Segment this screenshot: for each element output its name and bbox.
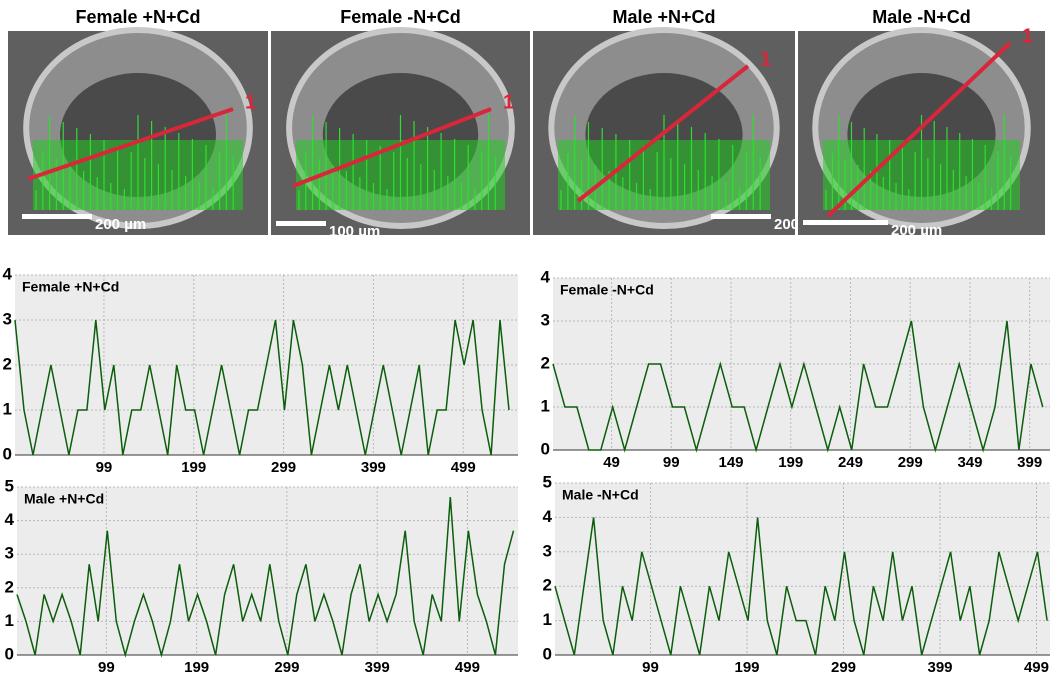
x-tick-label: 399 [1017, 454, 1042, 471]
scan-marker: 1 [760, 48, 771, 70]
image-title: Female +N+Cd [75, 7, 200, 27]
y-tick-label: 4 [3, 264, 13, 283]
y-tick-label: 0 [541, 439, 550, 458]
x-tick-label: 299 [274, 659, 299, 676]
y-tick-label: 4 [543, 507, 553, 526]
y-tick-label: 2 [543, 576, 552, 595]
y-tick-label: 3 [543, 541, 552, 560]
x-tick-label: 349 [957, 454, 982, 471]
image-title: Male +N+Cd [612, 7, 715, 27]
x-tick-label: 499 [451, 459, 476, 476]
y-tick-label: 1 [543, 610, 552, 629]
image-title: Male -N+Cd [872, 7, 971, 27]
x-tick-label: 499 [1024, 659, 1049, 676]
x-tick-label: 199 [184, 659, 209, 676]
y-tick-label: 5 [543, 472, 552, 491]
scale-bar-label: 100 µm [329, 223, 380, 240]
chart-title: Female +N+Cd [22, 279, 119, 295]
x-tick-label: 99 [663, 454, 680, 471]
x-tick-label: 399 [365, 659, 390, 676]
plot-area [555, 483, 1050, 655]
y-tick-label: 4 [541, 267, 551, 286]
scan-marker: 1 [245, 91, 256, 113]
y-tick-label: 4 [5, 510, 15, 529]
x-tick-label: 99 [642, 659, 659, 676]
line-scan [552, 320, 1044, 453]
line-scan [16, 497, 515, 658]
line-scan [14, 319, 510, 456]
y-tick-label: 2 [541, 353, 550, 372]
x-tick-label: 199 [181, 459, 206, 476]
y-tick-label: 3 [541, 310, 550, 329]
chart-title: Male -N+Cd [562, 487, 639, 503]
x-tick-label: 199 [735, 659, 760, 676]
x-tick-label: 399 [927, 659, 952, 676]
image-title: Female -N+Cd [340, 7, 461, 27]
y-tick-label: 2 [5, 577, 14, 596]
scan-marker: 1 [503, 91, 514, 113]
y-tick-label: 3 [5, 544, 14, 563]
y-tick-label: 3 [3, 309, 12, 328]
y-tick-label: 2 [3, 354, 12, 373]
plot-area [17, 487, 518, 655]
y-tick-label: 0 [5, 644, 14, 663]
x-tick-label: 249 [838, 454, 863, 471]
chart-title: Female -N+Cd [560, 282, 654, 298]
x-tick-label: 299 [831, 659, 856, 676]
chart-title: Male +N+Cd [24, 491, 104, 507]
x-tick-label: 499 [455, 659, 480, 676]
scale-bar-label: 200 µm [95, 216, 146, 233]
x-tick-label: 99 [96, 459, 113, 476]
scan-line [826, 41, 1012, 218]
y-tick-label: 1 [541, 396, 550, 415]
y-tick-label: 0 [3, 444, 12, 463]
y-tick-label: 5 [5, 476, 14, 495]
x-tick-label: 99 [98, 659, 115, 676]
scan-line [292, 107, 492, 188]
x-tick-label: 399 [361, 459, 386, 476]
x-tick-label: 49 [603, 454, 620, 471]
scan-line [27, 107, 234, 181]
x-tick-label: 199 [778, 454, 803, 471]
scale-bar-label: 200 µm [891, 222, 942, 239]
scale-bar [803, 220, 888, 225]
x-tick-label: 149 [718, 454, 743, 471]
scale-bar [22, 214, 92, 219]
scale-bar [276, 221, 326, 226]
y-tick-label: 1 [5, 611, 14, 630]
scan-line [576, 64, 750, 203]
scale-bar [711, 214, 771, 219]
y-tick-label: 0 [543, 644, 552, 663]
x-tick-label: 299 [898, 454, 923, 471]
line-scan [554, 517, 1048, 656]
y-tick-label: 1 [3, 399, 12, 418]
scan-marker: 1 [1022, 25, 1033, 47]
x-tick-label: 299 [271, 459, 296, 476]
